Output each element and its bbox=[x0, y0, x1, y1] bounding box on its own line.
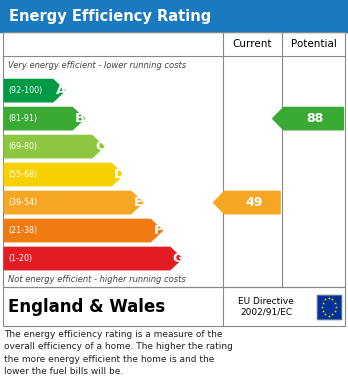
Text: A: A bbox=[56, 84, 66, 97]
Bar bbox=[317, 295, 341, 319]
Text: Very energy efficient - lower running costs: Very energy efficient - lower running co… bbox=[8, 61, 186, 70]
Text: (39-54): (39-54) bbox=[8, 198, 38, 207]
Polygon shape bbox=[4, 191, 143, 214]
Polygon shape bbox=[4, 135, 104, 158]
Polygon shape bbox=[4, 248, 182, 270]
Bar bbox=[3, 287, 345, 326]
Bar bbox=[317, 295, 341, 319]
Text: (81-91): (81-91) bbox=[8, 114, 38, 123]
Text: EU Directive: EU Directive bbox=[238, 297, 294, 307]
Text: England & Wales: England & Wales bbox=[8, 298, 165, 316]
Text: C: C bbox=[95, 140, 104, 153]
Polygon shape bbox=[214, 191, 280, 214]
Polygon shape bbox=[4, 108, 85, 130]
Text: B: B bbox=[75, 112, 85, 125]
Text: (92-100): (92-100) bbox=[8, 86, 42, 95]
Text: E: E bbox=[134, 196, 143, 209]
Text: (1-20): (1-20) bbox=[8, 254, 32, 263]
Bar bbox=[3, 32, 345, 287]
Polygon shape bbox=[4, 219, 163, 242]
Text: (55-68): (55-68) bbox=[8, 170, 38, 179]
Text: Energy Efficiency Rating: Energy Efficiency Rating bbox=[9, 9, 211, 23]
Text: Not energy efficient - higher running costs: Not energy efficient - higher running co… bbox=[8, 275, 185, 285]
Text: 2002/91/EC: 2002/91/EC bbox=[240, 307, 292, 317]
Polygon shape bbox=[4, 163, 124, 186]
Text: Current: Current bbox=[232, 39, 272, 49]
Text: 88: 88 bbox=[307, 112, 324, 125]
Text: (21-38): (21-38) bbox=[8, 226, 38, 235]
Polygon shape bbox=[273, 108, 343, 130]
Bar bbox=[0, 0, 348, 32]
Text: D: D bbox=[114, 168, 125, 181]
Text: F: F bbox=[154, 224, 163, 237]
Polygon shape bbox=[4, 79, 65, 102]
Text: (69-80): (69-80) bbox=[8, 142, 38, 151]
Text: The energy efficiency rating is a measure of the
overall efficiency of a home. T: The energy efficiency rating is a measur… bbox=[4, 330, 233, 376]
Text: 49: 49 bbox=[245, 196, 263, 209]
Text: G: G bbox=[172, 252, 183, 265]
Text: Potential: Potential bbox=[291, 39, 337, 49]
